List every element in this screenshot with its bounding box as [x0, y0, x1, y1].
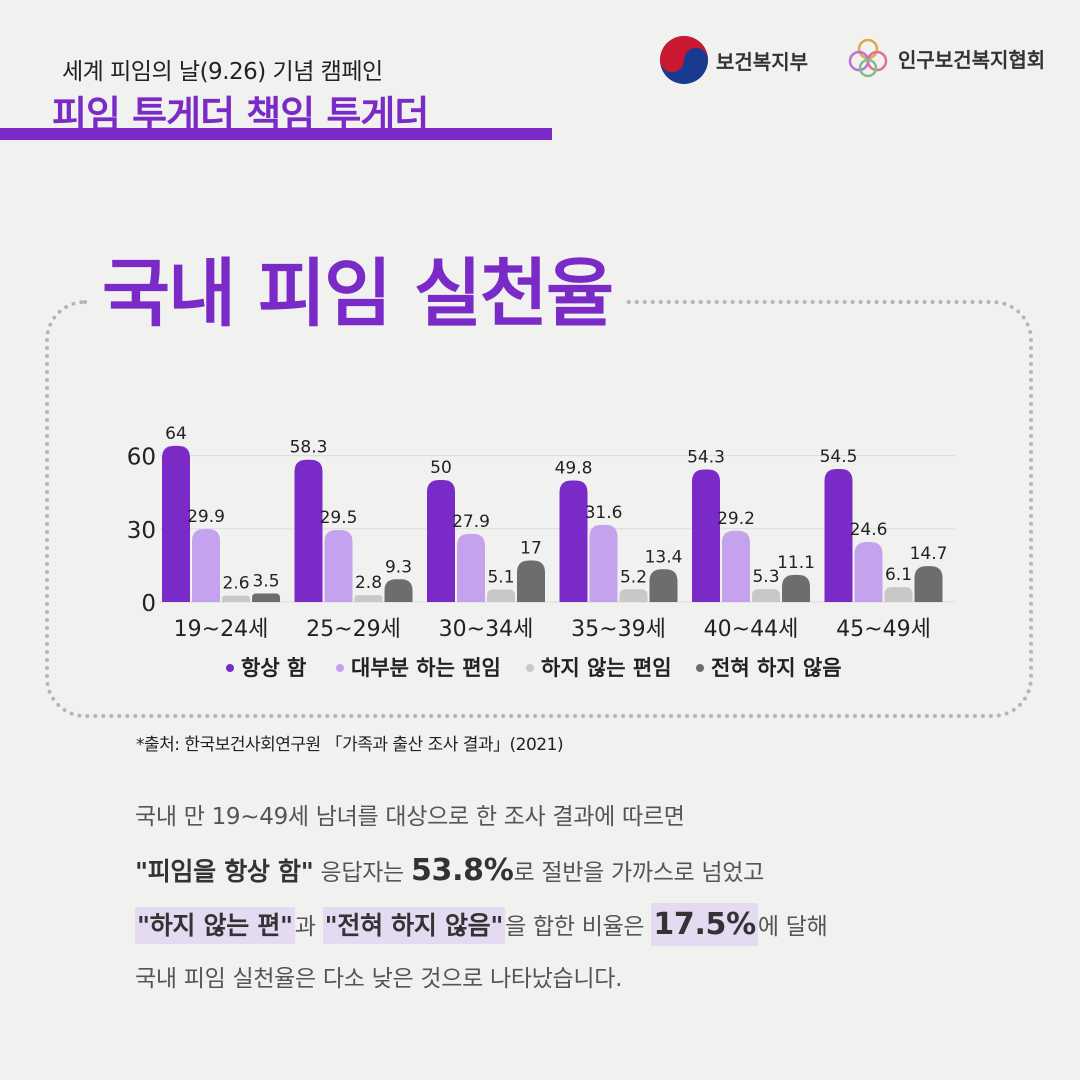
- summary-text-part: 로 절반을 가까스로 넘었고: [513, 860, 765, 886]
- summary-text-part: 응답자는: [313, 860, 411, 886]
- data-label: 5.2: [620, 567, 647, 587]
- bar: [427, 480, 455, 602]
- bar: [722, 530, 750, 602]
- campaign-title: 피임 투게더 책임 투게더: [52, 93, 429, 137]
- bar-chart: 0 30 60 64 29.9 2.6 3.5 19~24세 58.3 29.5 2.89.3 25~…: [127, 424, 955, 680]
- bar: [192, 529, 220, 602]
- bar: [384, 579, 413, 602]
- kpph-logo: 인구보건복지협회: [846, 36, 1045, 80]
- data-label: 29.5: [320, 508, 358, 528]
- data-label: 31.6: [585, 503, 623, 523]
- legend-label: 항상 함: [241, 656, 306, 680]
- data-label: 9.3: [385, 557, 412, 577]
- data-label: 54.3: [687, 448, 725, 468]
- data-label: 14.7: [910, 544, 948, 564]
- summary-line-1: 국내 만 19~49세 남녀를 대상으로 한 조사 결과에 따르면: [135, 804, 685, 830]
- bar: [162, 445, 190, 602]
- taegeuk-icon: [660, 36, 708, 84]
- data-label: 6.1: [885, 565, 912, 585]
- bar: [589, 524, 618, 602]
- quote-rarely: "하지 않는 편": [135, 907, 295, 944]
- data-label: 3.5: [252, 571, 279, 591]
- summary-text-part: 과: [294, 914, 323, 940]
- quote-always: "피임을 항상 함": [135, 857, 314, 886]
- bar: [252, 593, 280, 602]
- legend-label: 대부분 하는 편임: [351, 656, 501, 680]
- data-label: 11.1: [777, 553, 815, 573]
- data-label: 5.1: [487, 568, 514, 588]
- bar: [324, 530, 353, 602]
- bar: [619, 589, 648, 602]
- bar: [457, 533, 485, 602]
- data-label: 54.5: [820, 447, 858, 467]
- value-always: 53.8%: [410, 853, 514, 888]
- x-tick-label: 25~29세: [306, 617, 401, 642]
- data-label: 29.9: [187, 507, 225, 527]
- bar: [487, 589, 515, 602]
- mohw-logo: 보건복지부: [660, 36, 808, 84]
- bar: [559, 480, 588, 602]
- bar: [854, 541, 883, 602]
- legend-dot: [336, 664, 344, 672]
- data-label: 13.4: [645, 547, 683, 567]
- x-tick-label: 45~49세: [836, 617, 931, 642]
- legend-label: 하지 않는 편임: [541, 656, 672, 680]
- data-label: 49.8: [555, 458, 593, 478]
- bar: [752, 589, 780, 602]
- data-label: 58.3: [290, 438, 328, 458]
- data-label: 2.6: [222, 574, 249, 594]
- data-label: 2.8: [355, 573, 382, 593]
- bar: [222, 595, 250, 602]
- x-tick-label: 19~24세: [174, 617, 269, 642]
- legend-label: 전혀 하지 않음: [711, 656, 842, 680]
- bar: [294, 459, 323, 602]
- data-label: 29.2: [717, 509, 755, 529]
- bar: [824, 469, 853, 602]
- bar: [517, 560, 545, 602]
- y-tick-label: 30: [127, 518, 156, 544]
- title-underline: [0, 128, 552, 140]
- y-tick-label: 60: [127, 445, 156, 471]
- bar: [692, 469, 720, 602]
- bar: [649, 569, 678, 602]
- summary-line-3: "하지 않는 편"과 "전혀 하지 않음"을 합한 비율은 17.5%에 달해: [135, 898, 995, 952]
- x-tick-label: 30~34세: [439, 617, 534, 642]
- kpph-logo-label: 인구보건복지협회: [898, 47, 1046, 72]
- data-label: 24.6: [850, 520, 888, 540]
- summary-line-2: "피임을 항상 함" 응답자는 53.8%로 절반을 가까스로 넘었고: [135, 844, 995, 898]
- summary-text: 국내 만 19~49세 남녀를 대상으로 한 조사 결과에 따르면 "피임을 항…: [135, 790, 995, 1006]
- campaign-subtitle: 세계 피임의 날(9.26) 기념 캠페인: [62, 59, 383, 85]
- bar: [914, 566, 943, 602]
- data-label: 27.9: [452, 512, 490, 532]
- mohw-logo-label: 보건복지부: [716, 49, 808, 74]
- legend-dot: [226, 664, 234, 672]
- summary-text-part: 에 달해: [757, 914, 828, 940]
- bar: [782, 574, 810, 602]
- source-note: *출처: 한국보건사회연구원 「가족과 출산 조사 결과」(2021): [136, 735, 564, 755]
- summary-text-part: 을 합한 비율은: [505, 914, 652, 940]
- x-tick-label: 40~44세: [704, 617, 799, 642]
- legend-dot: [696, 664, 704, 672]
- x-tick-label: 35~39세: [571, 617, 666, 642]
- data-label: 17: [520, 539, 542, 559]
- page-title: 국내 피임 실천율: [88, 250, 627, 339]
- summary-line-4: 국내 피임 실천율은 다소 낮은 것으로 나타났습니다.: [135, 966, 623, 992]
- bar: [354, 595, 383, 602]
- value-sum: 17.5%: [651, 903, 758, 946]
- rings-icon: [848, 38, 888, 78]
- bar: [884, 587, 913, 602]
- y-tick-label: 0: [141, 591, 156, 617]
- legend-dot: [526, 664, 534, 672]
- data-label: 64: [165, 424, 187, 444]
- quote-never: "전혀 하지 않음": [322, 907, 506, 944]
- data-label: 50: [430, 458, 452, 478]
- data-label: 5.3: [752, 567, 779, 587]
